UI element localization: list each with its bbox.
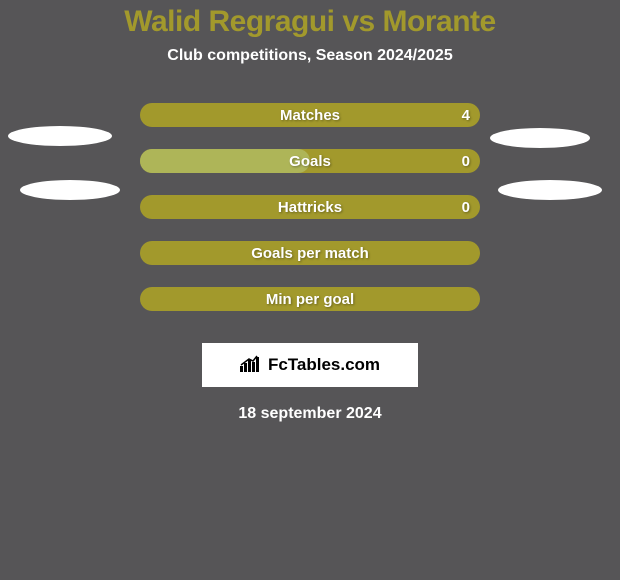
datestamp: 18 september 2024: [0, 405, 620, 423]
stat-label: Hattricks: [278, 199, 342, 216]
stat-row: Goals 0: [0, 149, 620, 195]
stat-label: Goals: [289, 153, 331, 170]
stat-bar: Goals per match: [140, 241, 480, 265]
credit-badge: FcTables.com: [202, 343, 418, 387]
stat-bar: Matches 4: [140, 103, 480, 127]
stat-bar-fill: [140, 149, 310, 173]
stat-bar: Min per goal: [140, 287, 480, 311]
credit-text: FcTables.com: [268, 355, 380, 375]
stat-label: Min per goal: [266, 291, 354, 308]
stat-value: 0: [462, 153, 470, 170]
stat-value: 0: [462, 199, 470, 216]
stat-label: Matches: [280, 107, 340, 124]
stat-row: Min per goal: [0, 287, 620, 333]
stat-bar: Hattricks 0: [140, 195, 480, 219]
page-root: Walid Regragui vs Morante Club competiti…: [0, 0, 620, 580]
stat-row: Goals per match: [0, 241, 620, 287]
stat-row: Matches 4: [0, 103, 620, 149]
page-title: Walid Regragui vs Morante: [0, 0, 620, 39]
page-subtitle: Club competitions, Season 2024/2025: [0, 47, 620, 65]
comparison-bars: Matches 4 Goals 0 Hattricks 0 Goals per match M…: [0, 103, 620, 333]
stat-label: Goals per match: [251, 245, 369, 262]
barchart-icon: [240, 354, 262, 377]
stat-row: Hattricks 0: [0, 195, 620, 241]
stat-bar: Goals 0: [140, 149, 480, 173]
stat-value: 4: [462, 107, 470, 124]
